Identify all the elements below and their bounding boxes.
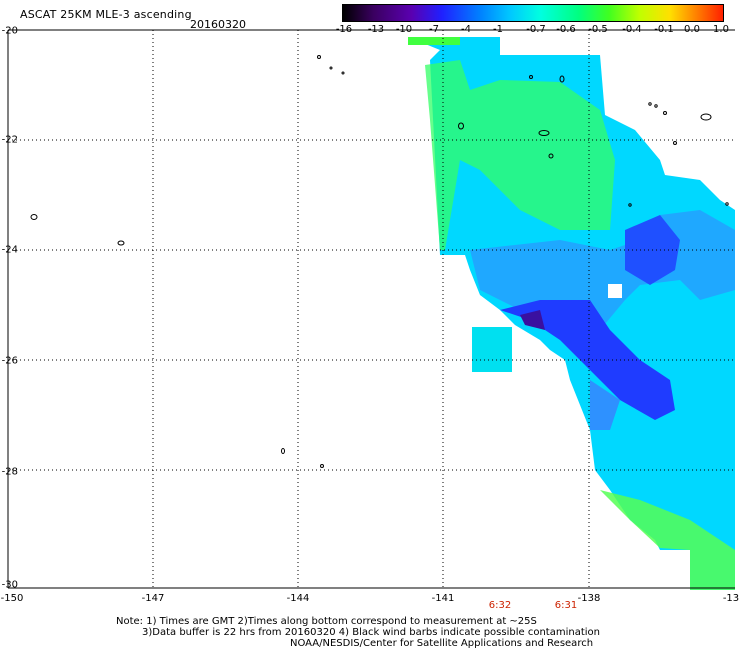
islands: [30, 55, 729, 468]
lat-label: -26: [1, 355, 18, 367]
lon-label: -13: [722, 593, 740, 604]
figure-title: ASCAT 25KM MLE-3 ascending: [20, 8, 192, 21]
wind-swath: [408, 37, 735, 590]
lon-label: -138: [577, 593, 601, 604]
note-line-1: Note: 1) Times are GMT 2)Times along bot…: [116, 616, 537, 627]
lon-label: -141: [431, 593, 455, 604]
note-line-3: NOAA/NESDIS/Center for Satellite Applica…: [290, 638, 594, 649]
time-label: 6:31: [554, 600, 578, 611]
lat-label: -28: [1, 466, 18, 478]
graticule: [8, 30, 735, 588]
lon-label: -147: [141, 593, 165, 604]
figure-date: 20160320: [190, 18, 246, 31]
colorbar: [342, 4, 724, 22]
time-label: 6:32: [488, 600, 512, 611]
lon-label: -150: [0, 593, 24, 604]
lon-label: -144: [286, 593, 310, 604]
lat-label: -20: [1, 25, 18, 37]
lat-label: -30: [1, 579, 18, 591]
note-line-2: 3)Data buffer is 22 hrs from 20160320 4)…: [142, 627, 600, 638]
lat-label: -22: [1, 134, 18, 146]
lat-label: -24: [1, 244, 18, 256]
